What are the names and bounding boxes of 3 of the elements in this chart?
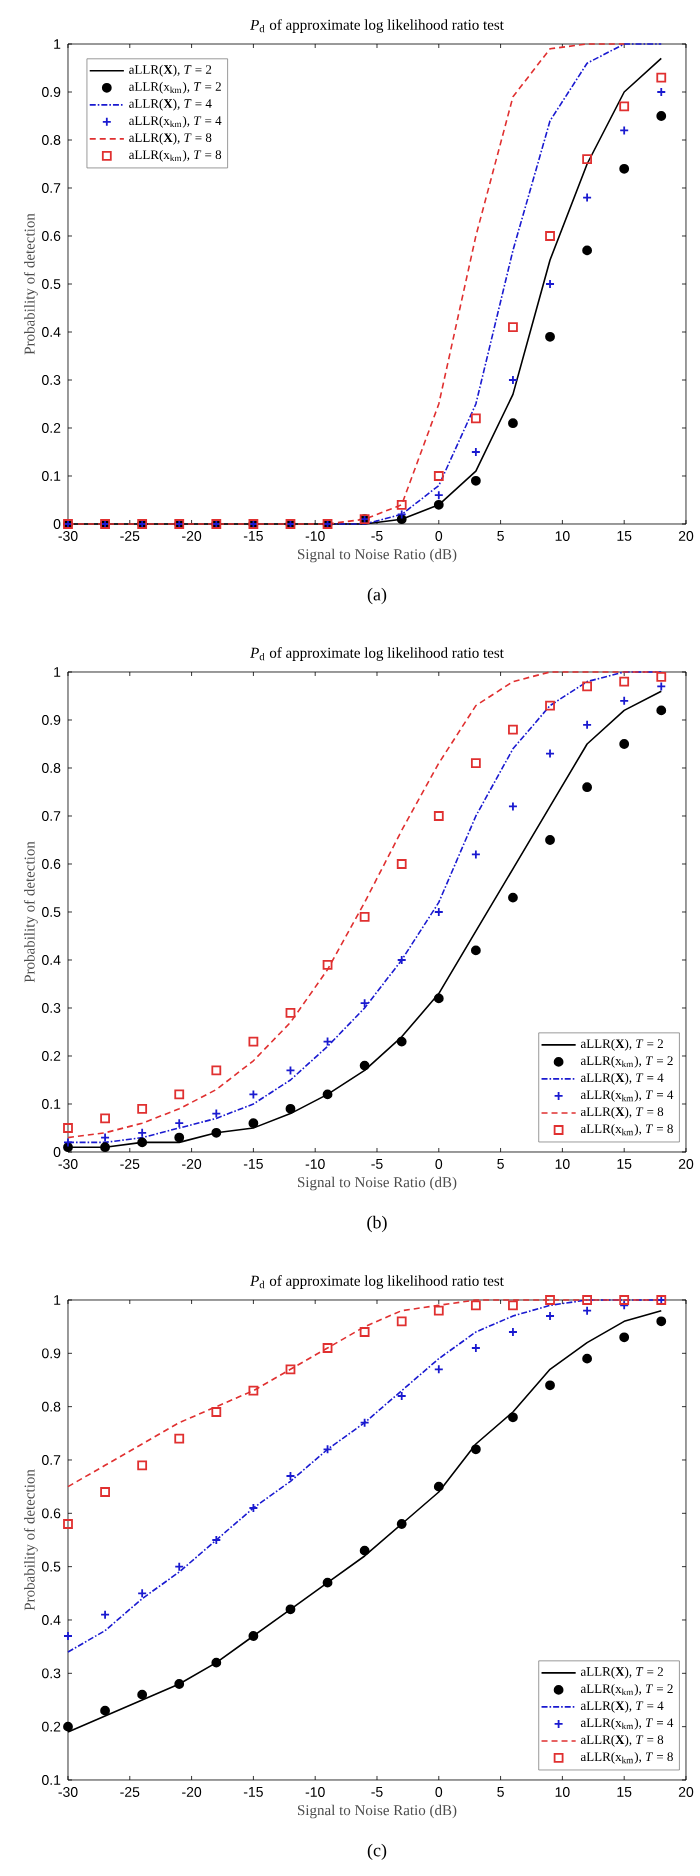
text: (c) [367, 1843, 386, 1861]
text: (b) [367, 1215, 387, 1233]
text: (a) [367, 587, 386, 605]
